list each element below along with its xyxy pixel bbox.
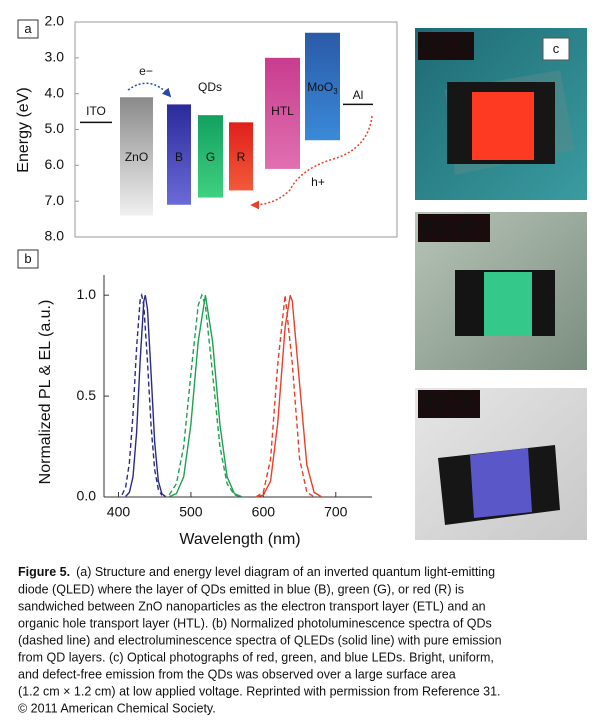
- emission: [472, 92, 534, 160]
- panel-label: a: [24, 21, 32, 36]
- x-axis-label: Wavelength (nm): [179, 531, 300, 548]
- energy-band: [265, 57, 300, 169]
- y-tick-label: 0.5: [77, 387, 97, 403]
- y-axis-label: Normalized PL & EL (a.u.): [37, 300, 54, 485]
- caption-line: organic hole transport layer (HTL). (b) …: [18, 616, 492, 630]
- y-axis-label: Energy (eV): [15, 87, 32, 172]
- layer-subscript: 3: [333, 87, 338, 96]
- layer-name: ITO: [86, 104, 106, 118]
- layer-label: R: [237, 150, 246, 164]
- y-tick-label: 1.0: [77, 286, 97, 302]
- caption-label: Figure 5.: [18, 565, 70, 579]
- panel-label-box: [17, 19, 39, 39]
- caption-line: Figure 5. (a) Structure and energy level …: [18, 565, 495, 579]
- spectrum: [121, 292, 163, 496]
- hole-label: h+: [311, 175, 325, 189]
- spectrum: [168, 293, 242, 498]
- energy-band: [229, 122, 253, 191]
- x-tick-label: 500: [179, 504, 203, 520]
- spectrum: [255, 294, 322, 498]
- display: [418, 390, 480, 418]
- layer-name: B: [175, 150, 183, 164]
- display: [418, 32, 474, 60]
- layer-name: G: [206, 150, 215, 164]
- spectrum: [255, 295, 315, 498]
- layer-label: MoO3: [307, 80, 338, 96]
- display: [418, 214, 490, 242]
- emission: [470, 448, 532, 518]
- x-tick-label: 700: [324, 504, 348, 520]
- layer-label: ITO: [86, 104, 106, 118]
- caption-line: sandwiched between ZnO nanoparticles as …: [18, 599, 486, 613]
- energy-band: [167, 104, 191, 205]
- panel-label: c: [553, 41, 560, 56]
- caption-line: (1.2 cm × 1.2 cm) at low applied voltage…: [18, 684, 501, 698]
- caption-line: from QD layers. (c) Optical photographs …: [18, 650, 494, 664]
- caption-line: (dashed line) and electroluminescence sp…: [18, 633, 502, 647]
- energy-band: [120, 97, 153, 216]
- caption-line: © 2011 American Chemical Society.: [18, 701, 216, 715]
- layer-name: R: [237, 150, 246, 164]
- hole-arrow: [250, 115, 373, 210]
- x-tick-label: 400: [107, 504, 131, 520]
- electron-label: e−: [139, 64, 153, 78]
- y-tick-label: 7.0: [45, 192, 65, 208]
- layer-name: HTL: [271, 104, 294, 118]
- caption-text: (a) Structure and energy level diagram o…: [76, 565, 495, 579]
- y-tick-label: 0.0: [77, 488, 97, 504]
- layer-name: ZnO: [125, 150, 148, 164]
- photo: [415, 388, 587, 540]
- caption-line: and defect-free emission from the QDs wa…: [18, 667, 456, 681]
- y-tick-label: 4.0: [45, 84, 65, 100]
- electron-arrow: [127, 82, 172, 98]
- qds-label: QDs: [198, 80, 222, 94]
- panel-label-box: [542, 37, 570, 61]
- energy-band: [305, 32, 340, 141]
- layer-label: HTL: [271, 104, 294, 118]
- display-reading: 03.0: [421, 218, 471, 241]
- y-tick-label: 8.0: [45, 228, 65, 244]
- photo: c: [415, 28, 587, 200]
- y-tick-label: 6.0: [45, 156, 65, 172]
- y-tick-label: 3.0: [45, 49, 65, 65]
- layer-name: Al: [353, 88, 364, 102]
- layer-label: ZnO: [125, 150, 148, 164]
- spectrum: [125, 295, 167, 498]
- emission: [484, 272, 532, 336]
- x-tick-label: 600: [252, 504, 276, 520]
- energy-band: [198, 115, 223, 198]
- layer-label: G: [206, 150, 215, 164]
- display-reading: 03.3: [421, 394, 471, 417]
- panel-label-box: [17, 249, 39, 269]
- display-reading: 02.6: [421, 36, 471, 59]
- layer-name: MoO: [307, 80, 333, 94]
- y-tick-label: 2.0: [45, 13, 65, 29]
- spectrum: [168, 295, 242, 498]
- y-tick-label: 5.0: [45, 120, 65, 136]
- layer-label: Al: [353, 88, 364, 102]
- layer-label: B: [175, 150, 183, 164]
- photo: [415, 212, 587, 370]
- caption-line: diode (QLED) where the layer of QDs emit…: [18, 582, 464, 596]
- panel-label: b: [24, 251, 31, 266]
